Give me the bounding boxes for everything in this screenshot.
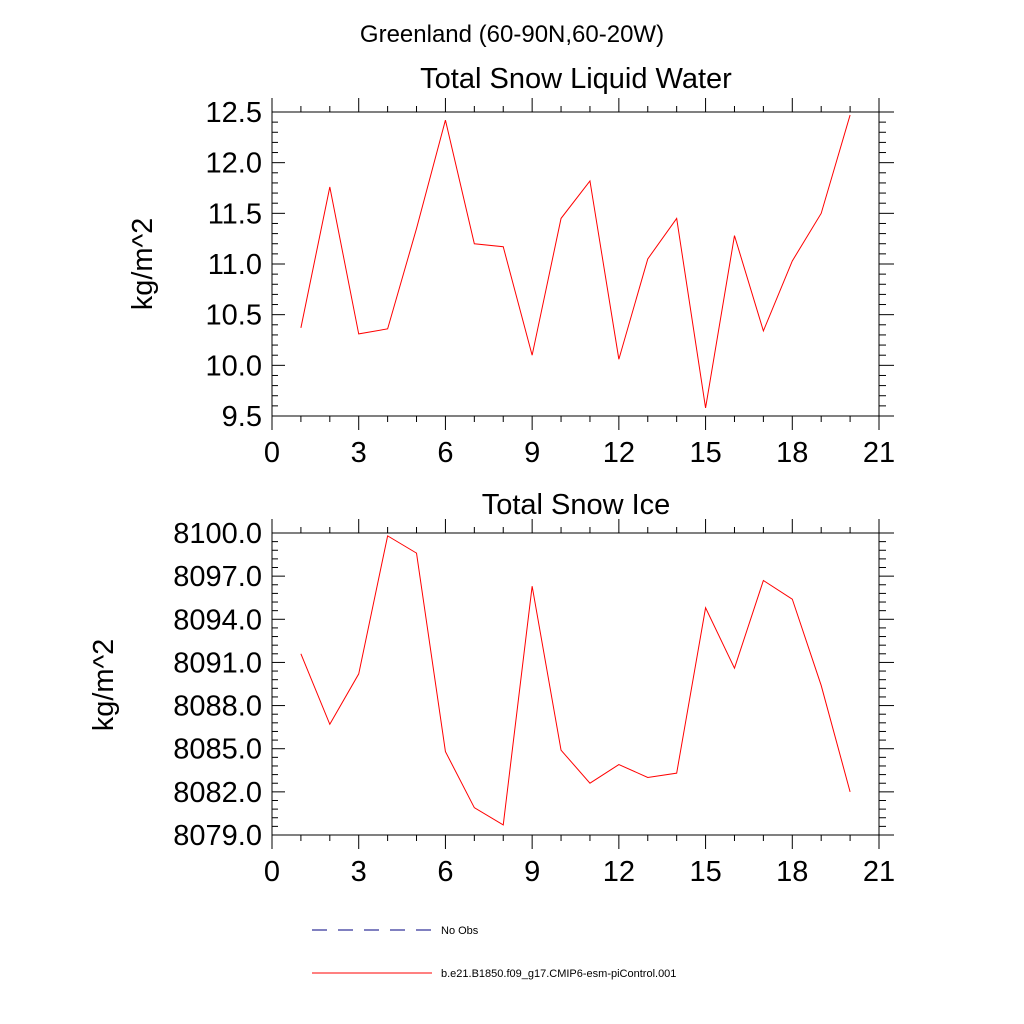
x-tick-label: 0 xyxy=(264,856,280,888)
series-group xyxy=(300,114,851,408)
x-tick-label: 3 xyxy=(351,437,367,469)
x-tick-label: 9 xyxy=(524,856,540,888)
x-tick-label: 21 xyxy=(863,437,895,469)
y-tick-label: 8097.0 xyxy=(173,561,262,593)
x-tick-label: 21 xyxy=(863,856,895,888)
x-tick-label: 6 xyxy=(437,437,453,469)
y-tick-label: 12.5 xyxy=(206,97,262,129)
series-line xyxy=(300,535,851,826)
axis-ticks xyxy=(271,519,894,849)
x-tick-label: 3 xyxy=(351,856,367,888)
x-tick-label: 18 xyxy=(776,437,808,469)
x-tick-label: 0 xyxy=(264,437,280,469)
chart-title: Total Snow Ice xyxy=(482,489,671,521)
y-tick-label: 10.5 xyxy=(206,300,262,332)
y-tick-label: 10.0 xyxy=(206,350,262,382)
y-tick-labels: 9.5 10.0 10.5 11.0 11.5 12.0 12.5 xyxy=(206,97,262,433)
plot-frame xyxy=(271,111,880,417)
axis-ticks xyxy=(271,98,894,430)
chart-panel-snow-ice: Total Snow Ice kg/m^2 0 3 6 9 12 15 18 21 8079.… xyxy=(88,489,895,888)
y-tick-label: 8082.0 xyxy=(173,777,262,809)
series-line xyxy=(300,114,851,408)
y-tick-label: 8091.0 xyxy=(173,647,262,679)
y-axis-label: kg/m^2 xyxy=(127,218,159,311)
y-tick-label: 8085.0 xyxy=(173,734,262,766)
x-tick-label: 12 xyxy=(603,437,635,469)
series-group xyxy=(300,535,851,826)
x-tick-labels: 0 3 6 9 12 15 18 21 xyxy=(264,856,895,888)
legend-label-obs: No Obs xyxy=(441,925,479,937)
y-tick-label: 11.5 xyxy=(208,198,262,230)
y-tick-label: 8079.0 xyxy=(173,820,262,852)
legend-label-model: b.e21.B1850.f09_g17.CMIP6-esm-piControl.… xyxy=(441,968,676,980)
x-tick-label: 15 xyxy=(689,856,721,888)
x-tick-label: 12 xyxy=(603,856,635,888)
chart-title: Total Snow Liquid Water xyxy=(420,63,732,95)
y-tick-label: 12.0 xyxy=(206,148,262,180)
x-tick-labels: 0 3 6 9 12 15 18 21 xyxy=(264,437,895,469)
figure-suptitle: Greenland (60-90N,60-20W) xyxy=(360,21,664,48)
y-tick-label: 11.0 xyxy=(208,249,262,281)
x-tick-label: 18 xyxy=(776,856,808,888)
y-tick-label: 9.5 xyxy=(222,401,262,433)
y-axis-label: kg/m^2 xyxy=(88,639,120,732)
y-tick-label: 8100.0 xyxy=(173,518,262,550)
legend: No Obs b.e21.B1850.f09_g17.CMIP6-esm-piC… xyxy=(312,925,676,980)
y-tick-label: 8094.0 xyxy=(173,604,262,636)
x-tick-label: 9 xyxy=(524,437,540,469)
plot-frame xyxy=(271,532,880,836)
x-tick-label: 6 xyxy=(437,856,453,888)
chart-panel-snow-liquid-water: Total Snow Liquid Water kg/m^2 0 3 6 9 12 15 1… xyxy=(127,63,895,469)
x-tick-label: 15 xyxy=(689,437,721,469)
y-tick-labels: 8079.0 8082.0 8085.0 8088.0 8091.0 8094.0 8097… xyxy=(173,518,262,852)
y-tick-label: 8088.0 xyxy=(173,691,262,723)
